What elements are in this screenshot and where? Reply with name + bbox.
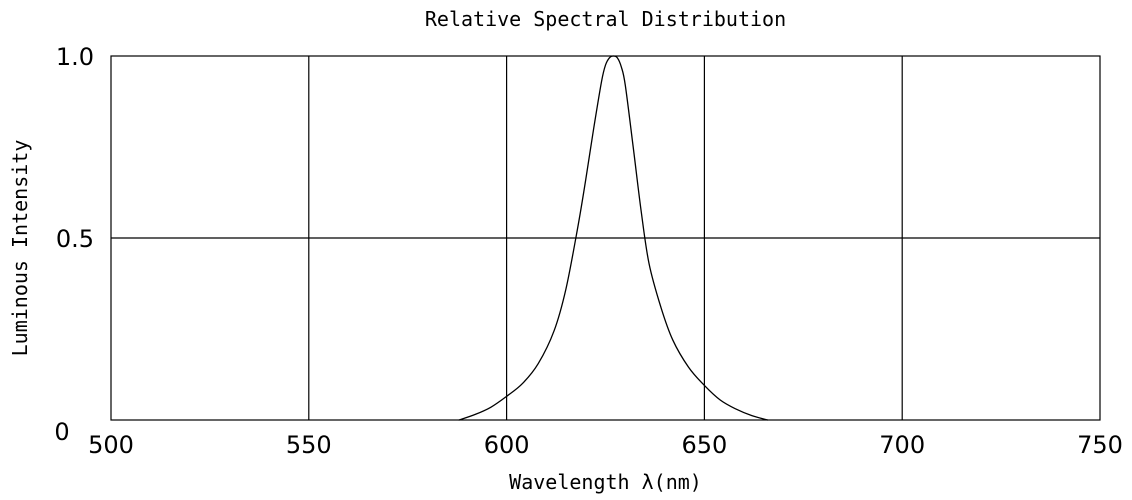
spectral-curve-line bbox=[458, 55, 769, 421]
x-tick-label: 750 bbox=[1077, 431, 1123, 459]
tick-labels: 500 550 600 650 700 750 0 0.5 1.0 bbox=[54, 43, 1123, 459]
grid-lines bbox=[111, 56, 1100, 420]
x-axis-title: Wavelength λ(nm) bbox=[509, 470, 702, 494]
chart-title: Relative Spectral Distribution bbox=[425, 7, 786, 31]
x-tick-label: 700 bbox=[879, 431, 925, 459]
y-tick-label: 1.0 bbox=[56, 43, 94, 71]
y-axis-title: Luminous Intensity bbox=[8, 140, 32, 357]
x-tick-label: 550 bbox=[286, 431, 332, 459]
x-tick-label: 500 bbox=[88, 431, 134, 459]
y-tick-label: 0.5 bbox=[56, 225, 94, 253]
y-tick-label: 0 bbox=[54, 418, 69, 446]
x-tick-label: 650 bbox=[681, 431, 727, 459]
x-tick-label: 600 bbox=[484, 431, 530, 459]
plot-area-frame bbox=[110, 55, 1101, 421]
